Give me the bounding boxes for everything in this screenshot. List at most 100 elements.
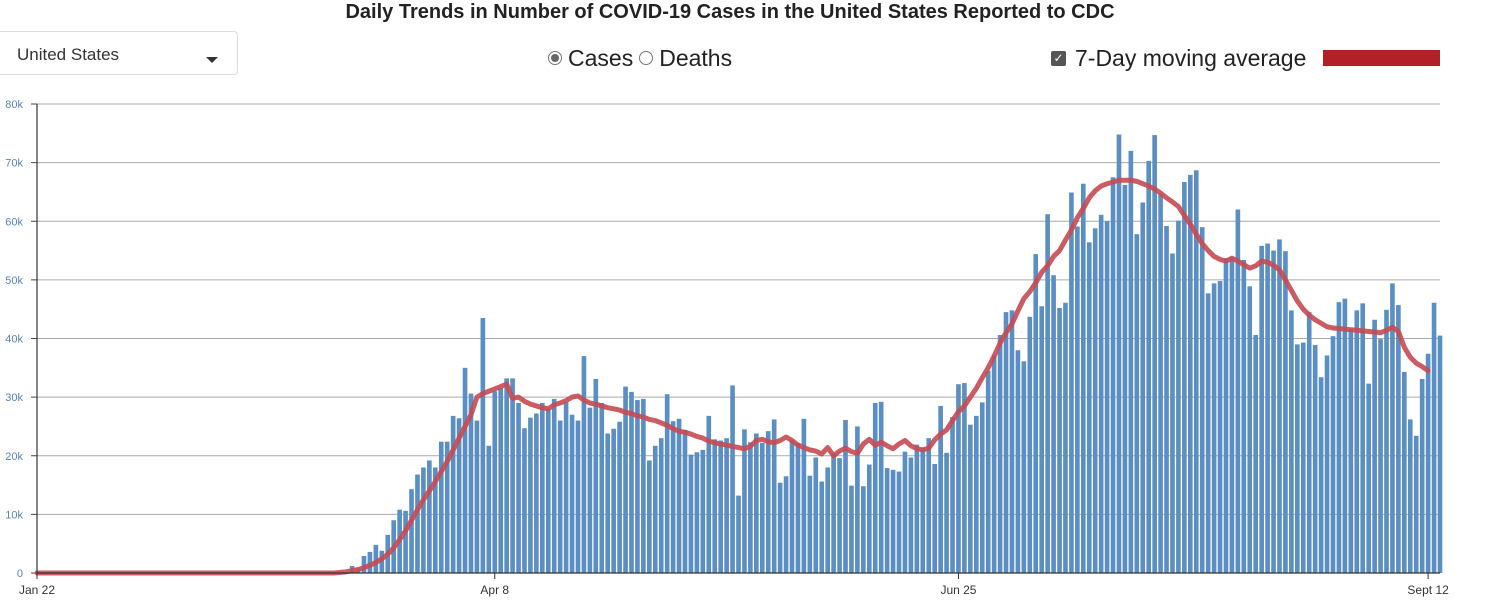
case-bar[interactable] (872, 402, 878, 573)
case-bar[interactable] (1170, 253, 1175, 573)
case-bar[interactable] (813, 457, 819, 573)
case-bar[interactable] (444, 441, 450, 573)
case-bar[interactable] (367, 551, 373, 573)
case-bar[interactable] (1193, 170, 1199, 573)
case-bar[interactable] (694, 452, 700, 573)
case-bar[interactable] (1437, 335, 1443, 573)
case-bar[interactable] (968, 424, 973, 573)
case-bar[interactable] (635, 400, 640, 573)
case-bar[interactable] (759, 442, 765, 573)
case-bar[interactable] (724, 438, 729, 573)
case-bar[interactable] (991, 355, 997, 573)
case-bar[interactable] (593, 378, 599, 573)
case-bar[interactable] (1009, 310, 1015, 573)
case-bar[interactable] (1182, 181, 1187, 573)
case-bar[interactable] (450, 415, 456, 573)
deaths-radio[interactable] (639, 51, 654, 65)
case-bar[interactable] (1330, 336, 1336, 573)
case-bar[interactable] (587, 407, 593, 573)
case-bar[interactable] (415, 474, 420, 573)
case-bar[interactable] (1306, 312, 1312, 573)
case-bar[interactable] (1015, 350, 1021, 573)
case-bar[interactable] (1289, 310, 1294, 573)
case-bar[interactable] (926, 438, 932, 573)
case-bar[interactable] (468, 393, 474, 573)
case-bar[interactable] (1045, 214, 1050, 573)
case-bar[interactable] (807, 475, 813, 573)
case-bar[interactable] (492, 391, 498, 573)
case-bar[interactable] (432, 467, 438, 573)
case-bar[interactable] (896, 471, 902, 573)
case-bar[interactable] (742, 429, 747, 573)
case-bar[interactable] (1140, 202, 1146, 573)
case-bar[interactable] (712, 439, 718, 573)
case-bar[interactable] (373, 544, 379, 573)
case-bar[interactable] (1146, 160, 1152, 573)
cases-label[interactable]: Cases (568, 44, 634, 71)
case-bar[interactable] (1419, 378, 1425, 573)
case-bar[interactable] (1080, 183, 1086, 573)
case-bar[interactable] (1384, 309, 1389, 573)
case-bar[interactable] (861, 486, 866, 573)
case-bar[interactable] (1318, 377, 1324, 573)
case-bar[interactable] (427, 460, 432, 573)
case-bar[interactable] (545, 408, 551, 573)
case-bar[interactable] (789, 439, 795, 573)
case-bar[interactable] (1295, 344, 1300, 573)
case-bar[interactable] (920, 447, 926, 573)
case-bar[interactable] (1122, 184, 1128, 573)
case-bar[interactable] (1021, 361, 1027, 573)
case-bar[interactable] (605, 433, 611, 573)
case-bar[interactable] (956, 384, 961, 573)
case-bar[interactable] (379, 550, 385, 573)
case-bar[interactable] (498, 388, 504, 573)
case-bar[interactable] (1187, 174, 1193, 573)
case-bar[interactable] (700, 449, 706, 573)
case-bar[interactable] (670, 421, 676, 573)
case-bar[interactable] (825, 467, 830, 573)
case-bar[interactable] (1069, 192, 1074, 573)
case-bar[interactable] (1336, 302, 1342, 573)
case-bar[interactable] (973, 415, 979, 573)
deaths-label[interactable]: Deaths (659, 44, 733, 71)
case-bar[interactable] (932, 463, 938, 573)
case-bar[interactable] (944, 452, 949, 573)
case-bar[interactable] (409, 489, 414, 573)
case-bar[interactable] (617, 421, 622, 573)
case-bar[interactable] (1360, 303, 1366, 573)
case-bar[interactable] (962, 383, 967, 573)
case-bar[interactable] (997, 334, 1003, 573)
case-bar[interactable] (765, 431, 771, 573)
case-bar[interactable] (985, 370, 991, 573)
case-bar[interactable] (421, 467, 426, 573)
case-bar[interactable] (1259, 245, 1264, 573)
case-bar[interactable] (1003, 312, 1009, 573)
case-bar[interactable] (534, 413, 539, 573)
case-bar[interactable] (581, 356, 587, 573)
case-bar[interactable] (950, 417, 955, 573)
case-bar[interactable] (611, 428, 616, 573)
case-bar[interactable] (563, 402, 569, 573)
case-bar[interactable] (510, 378, 515, 573)
case-bar[interactable] (1051, 275, 1056, 573)
case-bar[interactable] (890, 469, 896, 573)
case-bar[interactable] (730, 385, 735, 573)
case-bar[interactable] (528, 417, 533, 573)
case-bar[interactable] (1378, 339, 1383, 573)
case-bar[interactable] (1039, 306, 1045, 573)
case-bar[interactable] (1425, 353, 1431, 573)
case-bar[interactable] (878, 401, 884, 573)
case-bar[interactable] (718, 440, 723, 573)
case-bar[interactable] (551, 398, 557, 573)
case-bar[interactable] (1229, 257, 1235, 573)
case-bar[interactable] (1116, 134, 1122, 574)
case-bar[interactable] (1300, 342, 1306, 573)
case-bar[interactable] (1086, 242, 1092, 574)
region-select[interactable]: United States (0, 31, 238, 75)
case-bar[interactable] (557, 420, 563, 573)
case-bar[interactable] (438, 441, 444, 573)
case-bar[interactable] (1158, 193, 1163, 573)
case-bar[interactable] (795, 442, 801, 573)
case-bar[interactable] (1092, 228, 1098, 573)
moving-average-label[interactable]: 7-Day moving average (1075, 44, 1307, 71)
